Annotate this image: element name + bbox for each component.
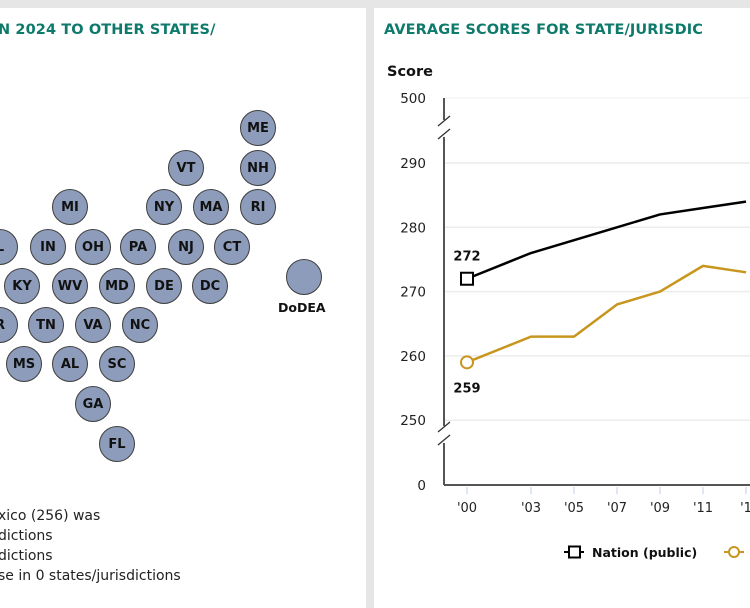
- state-bubble-de[interactable]: DE: [146, 268, 182, 304]
- note-line-1: xico (256) was: [0, 508, 101, 524]
- x-tick-label: '11: [693, 501, 713, 516]
- state-comparison-panel: N 2024 TO OTHER STATES/ ME VT NH MI NY MA RI LI…: [0, 8, 366, 608]
- y-tick-label: 280: [400, 220, 426, 236]
- state-bubble-in[interactable]: IN: [30, 229, 66, 265]
- state-bubble-fl[interactable]: FL: [99, 426, 135, 462]
- state-bubble-nh[interactable]: NH: [240, 150, 276, 186]
- gridlines: [444, 97, 750, 421]
- data-point: [657, 211, 663, 217]
- state-bubble-ri[interactable]: RI: [240, 189, 276, 225]
- legend-circle-marker-icon: [728, 546, 740, 558]
- note-line-2: dictions: [0, 528, 53, 544]
- x-tick-label: '00: [457, 501, 477, 516]
- data-point: [657, 289, 663, 295]
- data-label: 259: [453, 381, 480, 396]
- data-point: [571, 237, 577, 243]
- series-line-0: [466, 200, 747, 280]
- note-line-3: dictions: [0, 548, 53, 564]
- data-point: [571, 334, 577, 340]
- axis-break-mark: [437, 421, 451, 433]
- state-bubble-wv[interactable]: WV: [52, 268, 88, 304]
- data-point: [743, 199, 749, 205]
- state-bubble-nj[interactable]: NJ: [168, 229, 204, 265]
- y-tick-label: 270: [400, 285, 426, 301]
- y-tick-label: 260: [400, 349, 426, 365]
- data-point: [700, 205, 706, 211]
- data-point: [528, 250, 534, 256]
- state-bubble-dc[interactable]: DC: [192, 268, 228, 304]
- state-bubble-ct[interactable]: CT: [214, 229, 250, 265]
- series-lines: [460, 199, 749, 370]
- data-label: 272: [453, 250, 480, 265]
- state-bubble-nc[interactable]: NC: [122, 307, 158, 343]
- axis-break-gap: [440, 426, 448, 443]
- state-bubble-l[interactable]: L: [0, 229, 18, 265]
- left-panel-title: N 2024 TO OTHER STATES/: [0, 22, 216, 38]
- data-labels: 272 259: [453, 250, 480, 397]
- data-point: [700, 263, 706, 269]
- y-tick-label: 250: [400, 413, 426, 429]
- axis-break-mark: [437, 434, 451, 446]
- state-bubble-pa[interactable]: PA: [120, 229, 156, 265]
- state-bubble-ms[interactable]: MS: [6, 346, 42, 382]
- state-bubble-al[interactable]: AL: [52, 346, 88, 382]
- state-bubble-vt[interactable]: VT: [168, 150, 204, 186]
- y-tick-label: 290: [400, 156, 426, 172]
- state-bubble-oh[interactable]: OH: [75, 229, 111, 265]
- average-scores-panel: AVERAGE SCORES FOR STATE/JURISDIC: [374, 8, 750, 608]
- state-bubble-ga[interactable]: GA: [75, 386, 111, 422]
- state-bubble-ny[interactable]: NY: [146, 189, 182, 225]
- series-line-1: [466, 264, 747, 364]
- y-tick-label: 0: [417, 478, 426, 494]
- data-point: [743, 269, 749, 275]
- legend-square-marker-icon: [568, 545, 581, 559]
- axis-break-mark: [437, 115, 451, 127]
- note-line-4: se in 0 states/jurisdictions: [0, 568, 181, 584]
- x-tick-label: '07: [607, 501, 627, 516]
- state-bubble-me[interactable]: ME: [240, 110, 276, 146]
- data-point: [528, 334, 534, 340]
- data-point-marker: [460, 271, 474, 286]
- x-axis-ticks: '00 '03 '05 '07 '09 '11 '1: [457, 487, 750, 516]
- x-tick-label: '1: [740, 501, 750, 516]
- data-point: [614, 301, 620, 307]
- x-tick-label: '09: [650, 501, 670, 516]
- state-bubble-ma[interactable]: MA: [193, 189, 229, 225]
- dodea-label: DoDEA: [278, 300, 326, 315]
- y-tick-label: 500: [400, 91, 426, 107]
- y-axis-ticks: 500 290 280 270 260 250 0: [400, 91, 426, 494]
- y-axis-label: Score: [387, 64, 433, 80]
- axis-break-gap: [440, 120, 448, 137]
- x-tick-label: '03: [521, 501, 541, 516]
- state-bubble-va[interactable]: VA: [75, 307, 111, 343]
- dodea-bubble[interactable]: [286, 259, 322, 295]
- legend-label-nation: Nation (public): [592, 545, 697, 560]
- state-bubble-sc[interactable]: SC: [99, 346, 135, 382]
- state-bubble-mi[interactable]: MI: [52, 189, 88, 225]
- state-bubble-tn[interactable]: TN: [28, 307, 64, 343]
- x-tick-label: '05: [564, 501, 584, 516]
- data-point: [614, 224, 620, 230]
- data-point-marker: [460, 355, 474, 370]
- state-bubble-r[interactable]: R: [0, 307, 18, 343]
- axis-break-mark: [437, 128, 451, 140]
- state-bubble-ky[interactable]: KY: [4, 268, 40, 304]
- right-panel-title: AVERAGE SCORES FOR STATE/JURISDIC: [384, 22, 703, 38]
- state-bubble-md[interactable]: MD: [99, 268, 135, 304]
- legend: Nation (public): [564, 545, 744, 560]
- axes: [437, 98, 750, 486]
